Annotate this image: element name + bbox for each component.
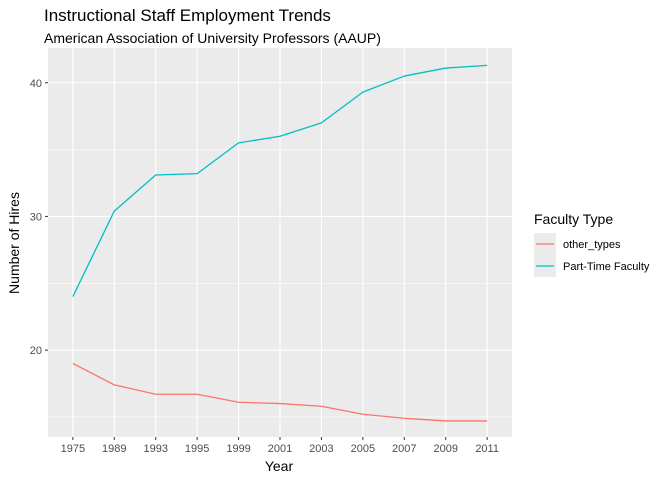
y-tick-label: 20 — [30, 345, 42, 357]
major-gridlines — [48, 48, 512, 437]
series-line — [72, 362, 488, 422]
x-tick-label: 1995 — [185, 443, 209, 455]
legend-title: Faculty Type — [534, 211, 613, 227]
x-tick-label: 1993 — [143, 443, 167, 455]
x-tick-label: 2007 — [392, 443, 416, 455]
series-lines — [72, 64, 488, 422]
y-axis-label: Number of Hires — [6, 192, 22, 294]
chart-subtitle: American Association of University Profe… — [44, 30, 381, 46]
y-tick-label: 30 — [30, 211, 42, 223]
x-tick-label: 2001 — [268, 443, 292, 455]
x-tick-label: 1989 — [102, 443, 126, 455]
legend-label: other_types — [563, 239, 621, 251]
legend: Faculty Type other_types Part-Time Facult… — [534, 211, 650, 277]
x-tick-label: 1975 — [61, 443, 85, 455]
x-tick-label: 1999 — [226, 443, 250, 455]
x-tick-label: 2005 — [351, 443, 375, 455]
x-axis-label: Year — [265, 458, 294, 474]
series-line — [72, 64, 488, 297]
x-axis: 1975 1989 1993 1995 1999 2001 2003 2005 2007 2009… — [61, 437, 499, 455]
x-tick-label: 2003 — [309, 443, 333, 455]
x-tick-label: 2011 — [475, 443, 499, 455]
legend-label: Part-Time Faculty — [563, 261, 650, 273]
chart-title: Instructional Staff Employment Trends — [44, 6, 331, 25]
y-tick-label: 40 — [30, 78, 42, 90]
y-axis: 20 30 40 — [30, 78, 48, 357]
x-tick-label: 2009 — [433, 443, 457, 455]
